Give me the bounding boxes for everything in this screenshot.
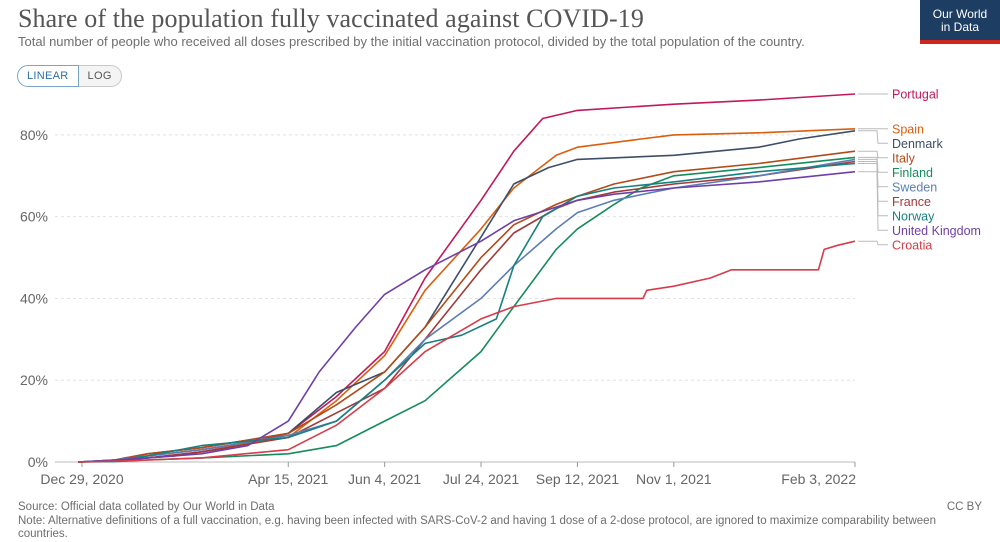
legend-label: Finland [892, 166, 933, 180]
y-tick-label: 40% [20, 290, 48, 306]
license-label[interactable]: CC BY [946, 501, 982, 513]
logo-accent-bar [920, 40, 1000, 44]
series-line-croatia [78, 240, 856, 463]
x-tick-label: Dec 29, 2020 [40, 471, 123, 487]
series-line-sweden [78, 158, 856, 463]
legend-label: Portugal [892, 88, 939, 102]
series-line-italy [78, 150, 856, 463]
legend-connector [858, 150, 888, 159]
methodology-note-continued: countries. [18, 528, 68, 540]
linear-scale-button[interactable]: LINEAR [17, 65, 79, 87]
y-tick-label: 60% [20, 209, 48, 225]
legend-label: Italy [892, 151, 916, 165]
legend-connector [858, 130, 888, 144]
methodology-note: Note: Alternative definitions of a full … [18, 515, 936, 527]
x-tick-label: Sep 12, 2021 [536, 471, 620, 487]
legend-label: Sweden [892, 180, 937, 194]
chart-subtitle: Total number of people who received all … [18, 34, 805, 49]
legend-connector [858, 161, 888, 202]
x-tick-label: Jun 4, 2021 [348, 471, 421, 487]
y-tick-label: 20% [20, 372, 48, 388]
logo-line-2: in Data [940, 20, 980, 34]
legend-label: Denmark [892, 137, 943, 151]
x-tick-label: Nov 1, 2021 [636, 471, 712, 487]
chart-title: Share of the population fully vaccinated… [18, 4, 644, 33]
series-line-france [78, 160, 856, 463]
legend-connector [858, 240, 888, 246]
owid-logo[interactable]: Our World in Data [920, 0, 1000, 40]
y-tick-label: 0% [28, 454, 48, 470]
source-note: Source: Official data collated by Our Wo… [18, 501, 275, 513]
legend-label: Norway [892, 209, 935, 223]
legend-label: Spain [892, 122, 924, 136]
scale-toggle: LINEAR LOG [17, 65, 122, 87]
x-tick-label: Apr 15, 2021 [248, 471, 328, 487]
x-tick-label: Feb 3, 2022 [781, 471, 856, 487]
log-scale-button[interactable]: LOG [78, 65, 122, 87]
legend-connector [858, 171, 888, 231]
y-tick-label: 80% [20, 127, 48, 143]
legend-label: United Kingdom [892, 224, 981, 238]
legend-label: Croatia [892, 238, 932, 252]
logo-line-1: Our World [932, 7, 988, 21]
series-line-united-kingdom [78, 170, 856, 463]
series-line-norway [78, 162, 856, 463]
series-line-denmark [78, 130, 856, 463]
x-tick-label: Jul 24, 2021 [443, 471, 519, 487]
legend-label: France [892, 195, 931, 209]
